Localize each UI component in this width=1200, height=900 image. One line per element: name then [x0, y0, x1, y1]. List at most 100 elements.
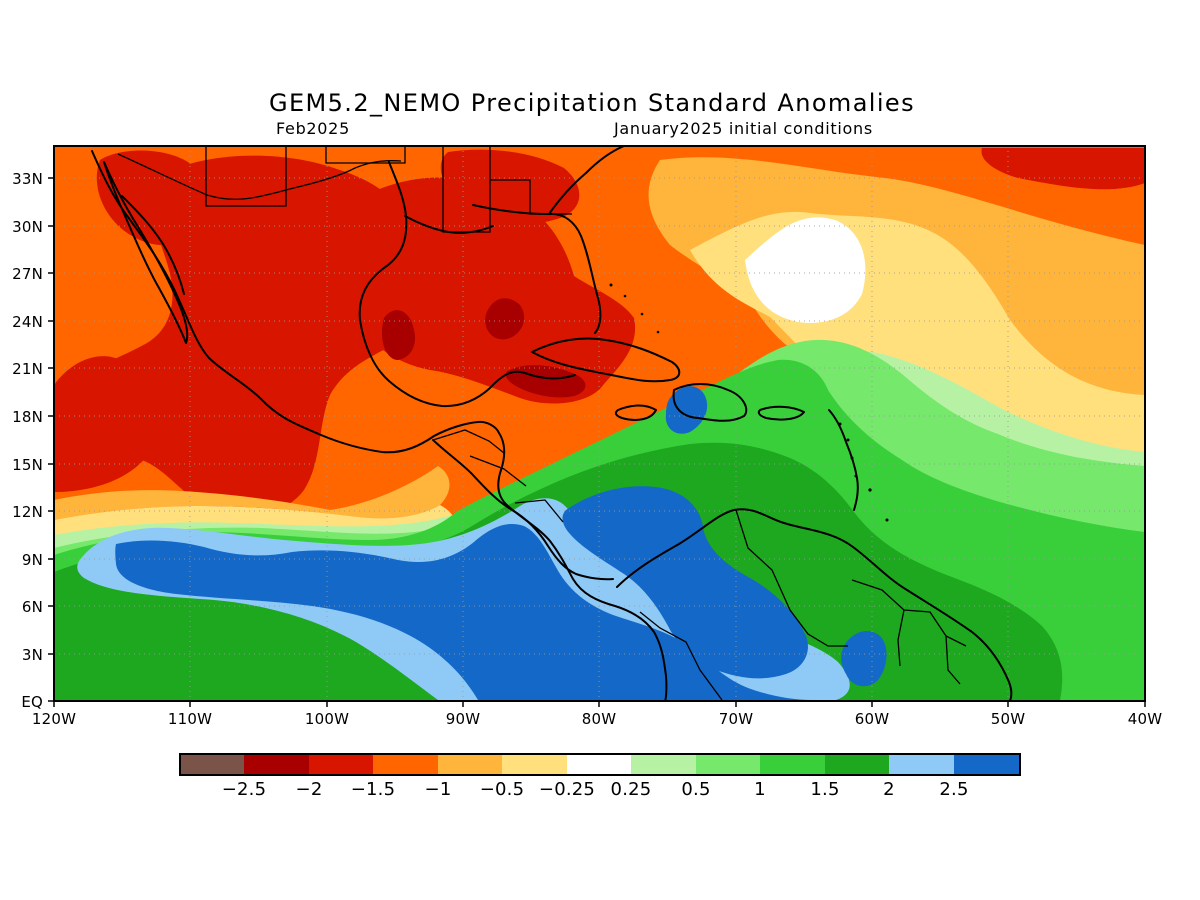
cuba-coastline — [531, 337, 681, 383]
island-marker — [623, 294, 627, 298]
y-label-6n: 6N — [22, 598, 43, 616]
x-label-110w: 110W — [168, 710, 212, 728]
south-america-border-c — [897, 609, 905, 667]
y-label-27n: 27N — [12, 265, 43, 283]
x-label-100w: 100W — [305, 710, 349, 728]
y-label-24n: 24N — [12, 313, 43, 331]
colorbar-swatch-2 — [244, 754, 309, 775]
y-label-18n: 18N — [12, 408, 43, 426]
colombia-venezuela-border — [735, 509, 848, 647]
figure-title: GEM5.2_NEMO Precipitation Standard Anoma… — [269, 89, 915, 117]
colorbar-swatch-1 — [180, 754, 244, 775]
island-marker — [838, 422, 842, 426]
y-label-15n: 15N — [12, 456, 43, 474]
pacific-dry-edge — [54, 466, 450, 520]
x-label-120w: 120W — [32, 710, 76, 728]
colorbar-label-neg-2: −2 — [296, 779, 323, 800]
colorbar-label-1: 1 — [754, 779, 766, 800]
central-america-border-a — [432, 429, 505, 454]
gulf-of-california-coastline — [121, 195, 185, 295]
x-label-40w: 40W — [1128, 710, 1163, 728]
colorbar-label-2-5: 2.5 — [939, 779, 968, 800]
central-america-isthmus-coastline — [432, 439, 614, 581]
x-label-50w: 50W — [991, 710, 1026, 728]
y-axis-labels: EQ 3N 6N 9N 12N 15N 18N 21N 24N 27N 30N … — [12, 170, 43, 711]
y-axis-ticks — [48, 177, 54, 702]
colorbar-swatch-11 — [825, 754, 889, 775]
island-marker — [609, 283, 613, 287]
x-axis-labels: 120W 110W 100W 90W 80W 70W 60W 50W 40W — [32, 710, 1162, 728]
colorbar-swatch-4 — [373, 754, 438, 775]
north-america-coastline — [91, 150, 668, 701]
colorbar-label-1-5: 1.5 — [810, 779, 839, 800]
southeast-us-coastline — [548, 146, 625, 215]
coastline-overlay — [91, 146, 1013, 701]
colorbar-label-neg-0-5: −0.5 — [480, 779, 525, 800]
island-marker — [868, 488, 872, 492]
island-marker — [885, 518, 889, 522]
south-america-coastline — [616, 508, 1013, 701]
colorbar-swatch-13 — [954, 754, 1020, 775]
us-state-line-b — [325, 146, 406, 164]
florida-coastline — [472, 204, 602, 334]
caribbean-dark-blue-wet-core — [562, 486, 808, 679]
x-label-80w: 80W — [582, 710, 617, 728]
northeast-atlantic-strong-dry-region — [981, 148, 1145, 190]
y-label-3n: 3N — [22, 646, 43, 664]
us-state-line-a — [205, 146, 287, 207]
colorbar: −2.5 −2 −1.5 −1 −0.5 −0.25 0.25 0.5 1 1.… — [179, 753, 1021, 800]
y-label-21n: 21N — [12, 360, 43, 378]
colorbar-label-neg-2-5: −2.5 — [222, 779, 267, 800]
colorbar-swatch-6 — [502, 754, 567, 775]
y-label-33n: 33N — [12, 170, 43, 188]
pacific-dark-blue-wet-core — [115, 523, 812, 700]
western-atlantic-neutral-region — [745, 217, 866, 323]
y-label-eq: EQ — [21, 693, 43, 711]
colorbar-label-neg-0-25: −0.25 — [539, 779, 595, 800]
y-label-30n: 30N — [12, 218, 43, 236]
island-marker — [656, 330, 660, 334]
gulf-strong-dry-region — [346, 177, 636, 404]
political-boundaries — [117, 146, 967, 701]
x-label-90w: 90W — [446, 710, 481, 728]
colorbar-swatch-10 — [760, 754, 825, 775]
us-state-line-c — [442, 146, 491, 233]
anomaly-field — [54, 146, 1145, 701]
colorbar-swatch-7 — [567, 754, 631, 775]
colorbar-label-neg-1: −1 — [425, 779, 452, 800]
y-label-9n: 9N — [22, 551, 43, 569]
x-axis-ticks — [53, 701, 1146, 707]
hispaniola-blue-core — [665, 386, 708, 434]
us-mexico-border — [117, 153, 402, 200]
baja-california-coastline — [103, 161, 189, 344]
colorbar-label-0-25: 0.25 — [611, 779, 652, 800]
colorbar-swatch-9 — [696, 754, 760, 775]
south-america-border-b — [851, 579, 967, 647]
colorbar-label-0-5: 0.5 — [681, 779, 710, 800]
south-america-border-d — [945, 635, 961, 685]
x-label-60w: 60W — [855, 710, 890, 728]
colorbar-label-neg-1-5: −1.5 — [351, 779, 396, 800]
central-america-border-b — [469, 455, 527, 487]
colorbar-labels: −2.5 −2 −1.5 −1 −0.5 −0.25 0.25 0.5 1 1.… — [222, 779, 969, 800]
south-america-border-a — [639, 611, 723, 701]
northern-south-america-blue-core — [841, 631, 887, 687]
central-america-border-c — [514, 499, 564, 523]
colorbar-swatch-12 — [889, 754, 954, 775]
hispaniola-coastline — [672, 383, 748, 422]
gulf-extreme-dry-core — [381, 310, 416, 360]
island-marker — [846, 438, 850, 442]
island-marker — [850, 456, 854, 460]
initial-conditions-label: January2025 initial conditions — [613, 119, 873, 138]
island-marker — [854, 474, 858, 478]
colorbar-label-2: 2 — [883, 779, 895, 800]
colorbar-swatch-5 — [438, 754, 502, 775]
colorbar-frame — [179, 753, 1021, 776]
island-marker — [640, 312, 644, 316]
gulf-central-extreme-dry-core — [485, 298, 525, 340]
colorbar-swatch-3 — [309, 754, 373, 775]
jamaica-coastline — [614, 404, 657, 421]
us-state-line-d — [490, 179, 572, 215]
northwest-mexico-strong-dry-region — [96, 150, 207, 246]
